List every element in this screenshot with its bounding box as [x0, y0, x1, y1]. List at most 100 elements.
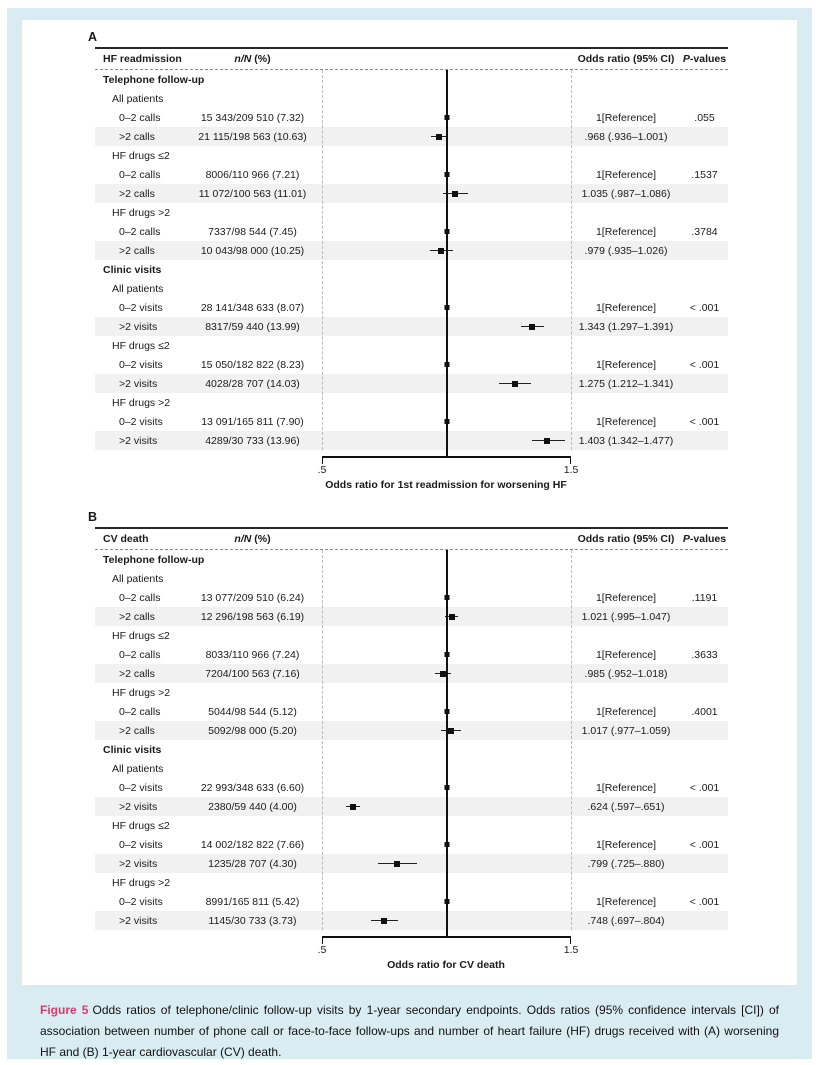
table-row: >2 visits 1145/30 733 (3.73) .748 (.697–.8… — [95, 911, 728, 930]
gridline-or-0-5 — [322, 70, 323, 450]
table-row: Clinic visits — [95, 740, 728, 759]
row-label: 0–2 visits — [119, 781, 163, 794]
p-value: .1537 — [691, 168, 718, 181]
figure-box: A HF readmission n/N (%) Odds ratio (95% CI… — [22, 20, 797, 985]
row-label: Clinic visits — [103, 743, 162, 756]
column-header-p-values: P-values — [682, 53, 727, 65]
forest-rows: Telephone follow-up All patients 0–2 calls… — [95, 550, 728, 936]
x-tick-labels: .5 1.5 — [95, 464, 728, 477]
odds-ratio-ci-value: 1[Reference] — [595, 591, 657, 604]
row-label: HF drugs >2 — [112, 206, 171, 219]
p-value: < .001 — [689, 358, 720, 371]
table-row: >2 calls 12 296/198 563 (6.19) 1.021 (.995… — [95, 607, 728, 626]
p-value: < .001 — [689, 895, 720, 908]
plot-cell — [315, 854, 571, 873]
p-value: .3784 — [691, 225, 718, 238]
odds-ratio-ci-value: .968 (.936–1.001) — [584, 130, 668, 143]
odds-ratio-ci-value: 1[Reference] — [595, 648, 657, 661]
table-row: 0–2 calls 5044/98 544 (5.12) 1[Reference].… — [95, 702, 728, 721]
plot-cell — [315, 184, 571, 203]
x-axis-line — [322, 936, 571, 944]
row-label: 0–2 visits — [119, 895, 163, 908]
point-estimate-marker — [435, 133, 442, 140]
odds-ratio-ci-value: 1[Reference] — [595, 838, 657, 851]
table-row: >2 visits 4028/28 707 (14.03) 1.275 (1.212… — [95, 374, 728, 393]
gridline-or-0-5 — [322, 550, 323, 930]
table-row: All patients — [95, 569, 728, 588]
x-tick-label-high: 1.5 — [563, 944, 579, 956]
row-label: 0–2 calls — [119, 225, 161, 238]
plot-cell — [315, 431, 571, 450]
odds-ratio-ci-value: 1[Reference] — [595, 895, 657, 908]
column-header-odds-ratio: Odds ratio (95% CI) — [577, 53, 675, 65]
row-label: All patients — [112, 572, 164, 585]
table-row: All patients — [95, 279, 728, 298]
n-over-N-value: 28 141/348 633 (8.07) — [200, 301, 305, 314]
point-estimate-marker — [349, 803, 356, 810]
plot-cell — [315, 892, 571, 911]
point-estimate-marker — [439, 670, 446, 677]
plot-cell — [315, 355, 571, 374]
plot-cell — [315, 317, 571, 336]
p-value: .3633 — [691, 648, 718, 661]
table-row: 0–2 calls 15 343/209 510 (7.32) 1[Referenc… — [95, 108, 728, 127]
table-row: >2 visits 4289/30 733 (13.96) 1.403 (1.342… — [95, 431, 728, 450]
n-over-N-value: 5092/98 000 (5.20) — [208, 724, 297, 737]
row-label: 0–2 visits — [119, 358, 163, 371]
odds-ratio-ci-value: .985 (.952–1.018) — [584, 667, 668, 680]
n-over-N-value: 4289/30 733 (13.96) — [205, 434, 300, 447]
column-header-n-over-N: n/N (%) — [234, 533, 271, 545]
n-over-N-value: 4028/28 707 (14.03) — [205, 377, 300, 390]
x-tick-label-low: .5 — [317, 944, 327, 956]
point-estimate-marker — [393, 860, 400, 867]
table-row: >2 calls 10 043/98 000 (10.25) .979 (.935–… — [95, 241, 728, 260]
table-header-row: HF readmission n/N (%) Odds ratio (95% CI)… — [95, 47, 728, 70]
odds-ratio-ci-value: .979 (.935–1.026) — [584, 244, 668, 257]
n-over-N-value: 22 993/348 633 (6.60) — [200, 781, 305, 794]
row-label: >2 visits — [119, 914, 158, 927]
odds-ratio-ci-value: 1[Reference] — [595, 415, 657, 428]
plot-cell — [315, 721, 571, 740]
n-over-N-value: 8006/110 966 (7.21) — [205, 168, 300, 181]
point-estimate-marker — [528, 323, 535, 330]
table-row: HF drugs >2 — [95, 683, 728, 702]
point-estimate-marker — [452, 190, 459, 197]
journal-figure-frame: A HF readmission n/N (%) Odds ratio (95% CI… — [7, 8, 812, 1059]
plot-cell — [315, 412, 571, 431]
table-row: 0–2 visits 15 050/182 822 (8.23) 1[Referen… — [95, 355, 728, 374]
plot-cell — [315, 645, 571, 664]
reference-line-or-1 — [446, 550, 448, 936]
column-header-odds-ratio: Odds ratio (95% CI) — [577, 533, 675, 545]
forest-panel-b: B CV death n/N (%) Odds ratio (95% CI) P-val… — [88, 510, 728, 982]
n-over-N-value: 7204/100 563 (7.16) — [205, 667, 300, 680]
x-tick-label-low: .5 — [317, 464, 327, 476]
n-over-N-value: 15 343/209 510 (7.32) — [200, 111, 305, 124]
panel-label: A — [88, 30, 98, 44]
x-axis: .5 1.5 Odds ratio for CV death — [95, 936, 728, 982]
table-row: 0–2 visits 28 141/348 633 (8.07) 1[Referen… — [95, 298, 728, 317]
figure-caption-label: Figure 5 — [40, 1003, 89, 1017]
row-label: HF drugs >2 — [112, 686, 171, 699]
row-label: HF drugs ≤2 — [112, 629, 170, 642]
n-over-N-value: 1145/30 733 (3.73) — [208, 914, 297, 927]
table-row: 0–2 calls 8033/110 966 (7.24) 1[Reference]… — [95, 645, 728, 664]
table-row: >2 calls 5092/98 000 (5.20) 1.017 (.977–1.… — [95, 721, 728, 740]
row-label: >2 visits — [119, 434, 158, 447]
table-row: 0–2 visits 22 993/348 633 (6.60) 1[Referen… — [95, 778, 728, 797]
forest-rows: Telephone follow-up All patients 0–2 calls… — [95, 70, 728, 456]
odds-ratio-ci-value: 1.275 (1.212–1.341) — [578, 377, 674, 390]
odds-ratio-ci-value: 1.035 (.987–1.086) — [581, 187, 671, 200]
row-label: 0–2 visits — [119, 838, 163, 851]
row-label: HF drugs ≤2 — [112, 339, 170, 352]
x-axis-title: Odds ratio for 1st readmission for worse… — [325, 479, 567, 491]
row-label: 0–2 calls — [119, 705, 161, 718]
row-label: Telephone follow-up — [103, 553, 205, 566]
n-over-N-value: 1235/28 707 (4.30) — [208, 857, 297, 870]
plot-cell — [315, 911, 571, 930]
odds-ratio-ci-value: 1[Reference] — [595, 301, 657, 314]
table-row: 0–2 visits 13 091/165 811 (7.90) 1[Referen… — [95, 412, 728, 431]
plot-cell — [315, 702, 571, 721]
table-row: 0–2 calls 7337/98 544 (7.45) 1[Reference].… — [95, 222, 728, 241]
table-row: >2 calls 11 072/100 563 (11.01) 1.035 (.98… — [95, 184, 728, 203]
table-row: HF drugs >2 — [95, 873, 728, 892]
